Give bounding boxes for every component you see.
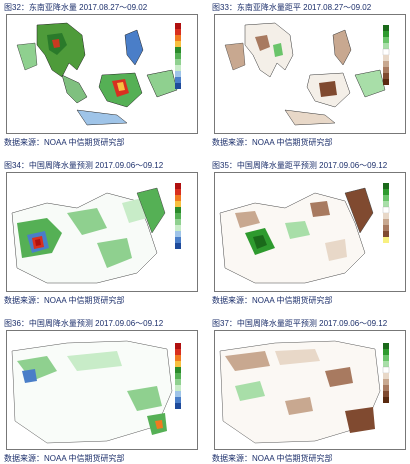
precipitation-forecast-map: [6, 330, 198, 450]
figure-caption: 图37：中国周降水量距平预测 2017.09.06～09.12: [212, 319, 388, 328]
figure-caption: 图34：中国周降水量预测 2017.09.06～09.12: [4, 161, 164, 170]
figure-source: 数据来源：NOAA 中信期货研究部: [212, 454, 333, 463]
figure-caption: 图32：东南亚降水量 2017.08.27～09.02: [4, 3, 148, 12]
figure-source: 数据来源：NOAA 中信期货研究部: [4, 454, 125, 463]
figure-source: 数据来源：NOAA 中信期货研究部: [4, 138, 125, 147]
precipitation-anomaly-map: [214, 14, 406, 134]
precipitation-anomaly-forecast-map: [214, 172, 406, 292]
figure-caption: 图33：东南亚降水量距平 2017.08.27～09.02: [212, 3, 372, 12]
figure-source: 数据来源：NOAA 中信期货研究部: [212, 138, 333, 147]
figure-caption: 图36：中国周降水量预测 2017.09.06～09.12: [4, 319, 164, 328]
precipitation-anomaly-forecast-map: [214, 330, 406, 450]
figure-source: 数据来源：NOAA 中信期货研究部: [4, 296, 125, 305]
precipitation-map: [6, 14, 198, 134]
precipitation-forecast-map: [6, 172, 198, 292]
figure-caption: 图35：中国周降水量距平预测 2017.09.06～09.12: [212, 161, 388, 170]
figure-source: 数据来源：NOAA 中信期货研究部: [212, 296, 333, 305]
